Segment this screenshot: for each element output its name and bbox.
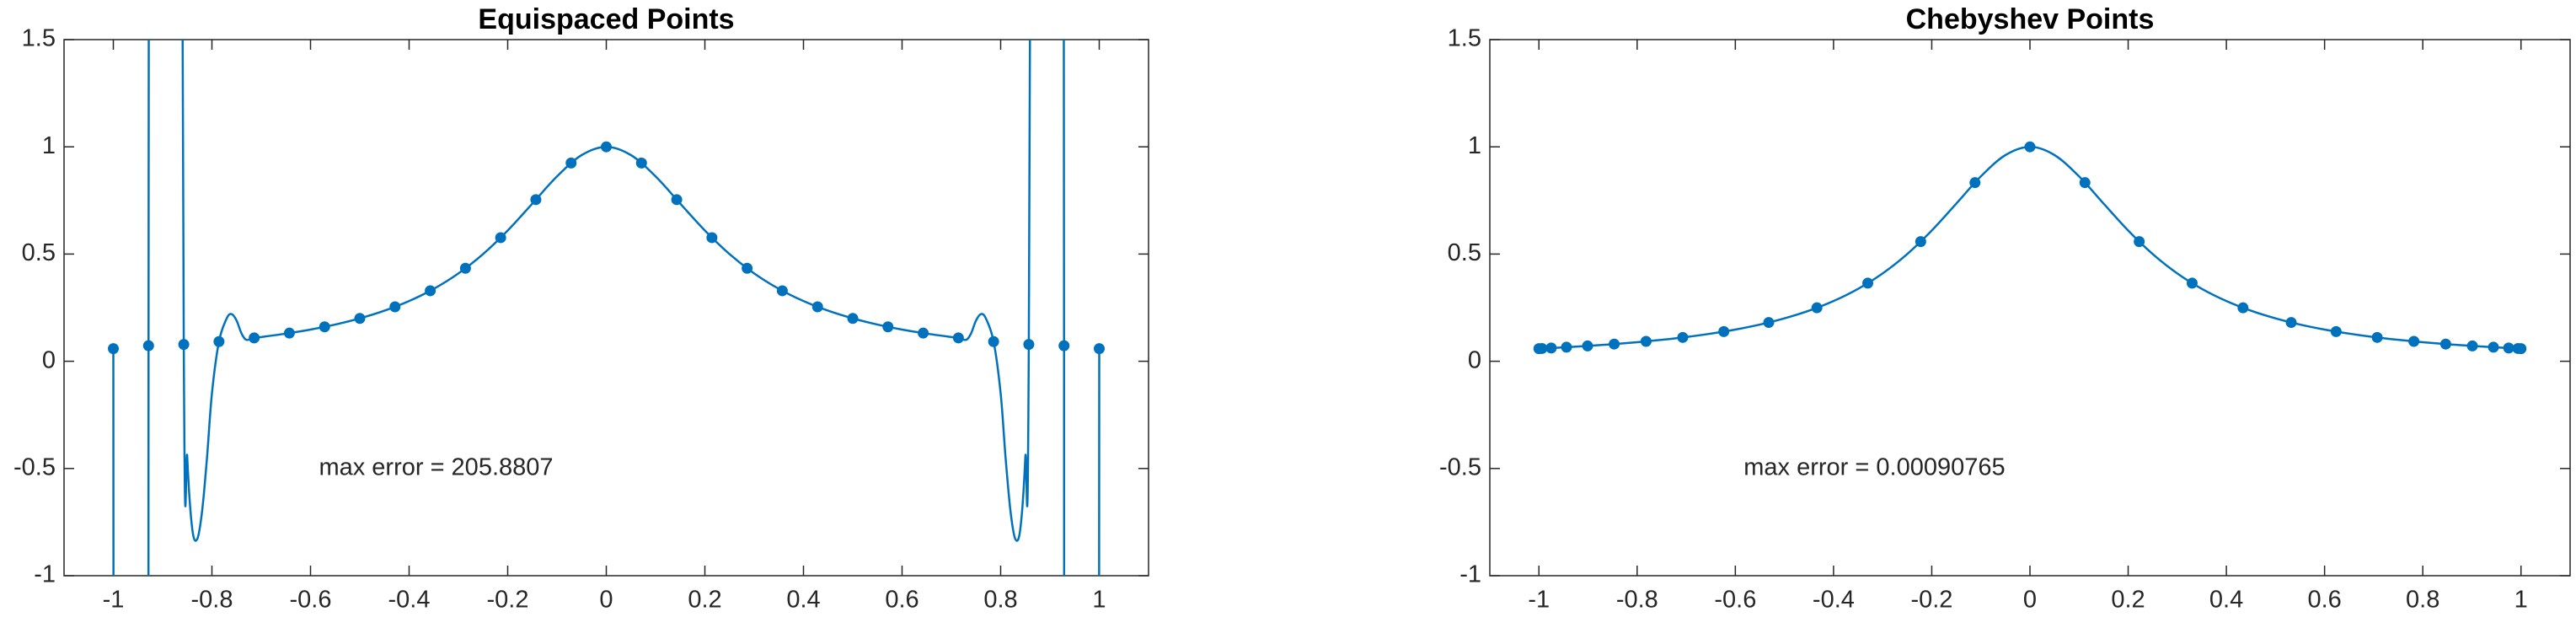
y-tick-label: -1 <box>34 561 56 588</box>
annotation: max error = 0.00090765 <box>1743 453 2005 480</box>
x-tick-label: 0 <box>599 587 613 614</box>
curve <box>112 40 1101 576</box>
x-tick-label: 0.8 <box>2406 587 2439 614</box>
y-tick-label: 1.5 <box>1448 25 1481 52</box>
x-tick-label: -0.6 <box>1714 587 1756 614</box>
y-tick-label: 0.5 <box>1448 239 1481 266</box>
curve <box>1539 145 2521 350</box>
x-tick-label: -0.2 <box>1910 587 1952 614</box>
x-tick-label: 0 <box>2023 587 2037 614</box>
x-tick-label: -0.6 <box>290 587 332 614</box>
y-tick-label: -0.5 <box>13 453 56 480</box>
x-tick-label: 0.2 <box>688 587 721 614</box>
plot-area <box>1533 141 2527 355</box>
y-tick-label: -0.5 <box>1439 453 1481 480</box>
x-tick-label: 0.2 <box>2111 587 2145 614</box>
y-tick-label: 0 <box>42 346 56 373</box>
annotation: max error = 205.8807 <box>319 453 553 480</box>
axes-box <box>1489 39 2571 577</box>
axes-box <box>63 39 1149 577</box>
y-tick-label: 0 <box>1468 346 1481 373</box>
x-tick-label: 0.4 <box>2209 587 2243 614</box>
x-tick-label: 0.4 <box>786 587 820 614</box>
x-tick-label: -0.8 <box>1616 587 1658 614</box>
chart: Chebyshev Points -1 -0.5 0 0.5 1 1.5 -1 -0.8 -0.6… <box>1439 3 2571 614</box>
x-tick-label: 0.6 <box>885 587 918 614</box>
chart-title: Equispaced Points <box>478 3 734 35</box>
x-tick-label: 0.6 <box>2307 587 2341 614</box>
y-tick-label: 1 <box>1468 132 1481 159</box>
plot-area <box>108 40 1105 576</box>
y-tick-label: 1.5 <box>22 25 56 52</box>
y-tick-label: -1 <box>1459 561 1481 588</box>
x-tick-label: -0.2 <box>487 587 529 614</box>
x-tick-label: -0.4 <box>388 587 431 614</box>
y-tick-label: 0.5 <box>22 239 56 266</box>
x-tick-label: -1 <box>1528 587 1550 614</box>
chart-title: Chebyshev Points <box>1906 3 2155 35</box>
y-tick-label: 1 <box>42 132 56 159</box>
x-tick-label: -1 <box>103 587 125 614</box>
x-tick-label: 1 <box>2514 587 2528 614</box>
chart: Equispaced Points -1 -0.5 0 0.5 1 1.5 -1 -0.8 -0.… <box>13 3 1149 614</box>
x-tick-label: 1 <box>1092 587 1106 614</box>
x-tick-label: -0.4 <box>1813 587 1855 614</box>
x-tick-label: 0.8 <box>983 587 1017 614</box>
x-tick-label: -0.8 <box>191 587 233 614</box>
